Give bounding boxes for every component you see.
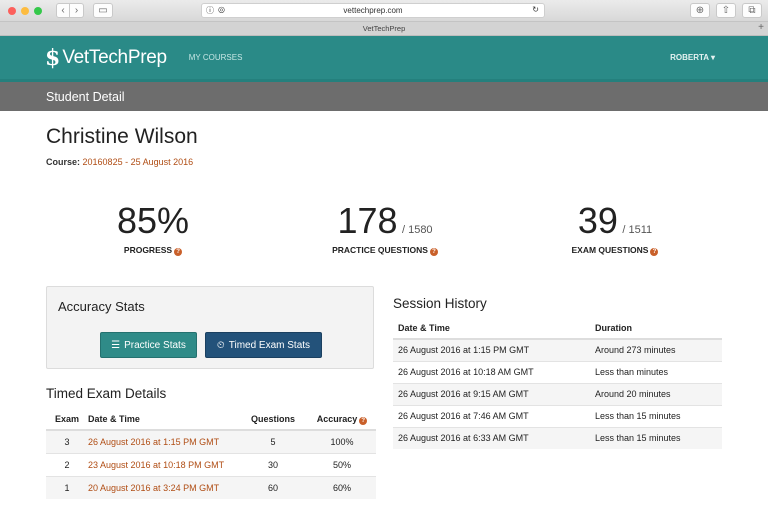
new-tab-icon[interactable]: + [758,22,764,33]
timed-exam-stats-label: Timed Exam Stats [228,339,311,351]
timed-exam-title: Timed Exam Details [46,386,167,401]
exam-accuracy: 60% [308,475,376,499]
progress-stat: 85% PROGRESS? [78,200,228,256]
session-duration: Around 273 minutes [590,338,722,361]
reload-icon[interactable]: ↻ [532,5,539,14]
table-row: 1 20 August 2016 at 3:24 PM GMT 60 60% [46,475,376,499]
col-accuracy: Accuracy? [308,409,376,431]
col-date: Date & Time [88,409,238,431]
col-exam: Exam [46,409,88,431]
info-icon[interactable]: ⓘ [206,6,214,15]
exam-questions: 5 [238,429,308,453]
share-icon[interactable]: ⇧ [716,3,736,18]
table-row: 26 August 2016 at 10:18 AM GMT Less than… [393,360,722,383]
table-header-row: Exam Date & Time Questions Accuracy? [46,409,376,431]
tab-title[interactable]: VetTechPrep [362,24,406,33]
practice-label: PRACTICE QUESTIONS [332,245,428,255]
site-logo[interactable]: $ VetTechPrep [45,45,167,71]
list-icon: ☰ [111,339,121,351]
back-icon[interactable]: ‹ [56,3,70,18]
exam-questions: 60 [238,475,308,499]
exam-questions: 30 [238,452,308,476]
session-duration: Less than minutes [590,360,722,383]
site-navbar: $ VetTechPrep MY COURSES ROBERTA ▾ [0,36,768,82]
progress-label: PROGRESS [123,245,173,255]
help-icon[interactable]: ? [429,248,438,256]
zoom-window-button[interactable] [34,6,42,15]
help-icon[interactable]: ? [359,416,368,425]
exam-accuracy: 50% [308,452,376,476]
session-duration: Less than 15 minutes [590,426,722,449]
clock-icon: ⏲ [216,339,225,351]
timed-exam-table: Exam Date & Time Questions Accuracy? 3 2… [46,409,376,499]
exam-number: 1 [46,475,88,499]
window-controls [8,6,42,15]
session-duration: Around 20 minutes [590,382,722,405]
tabs-icon[interactable]: ⧉ [742,3,762,18]
exam-total: / 1511 [622,224,653,236]
session-date: 26 August 2016 at 10:18 AM GMT [393,360,590,383]
col-questions: Questions [238,409,308,431]
table-header-row: Date & Time Duration [393,317,722,340]
downloads-icon[interactable]: ⊕ [690,3,710,18]
session-date: 26 August 2016 at 9:15 AM GMT [393,382,590,405]
tab-bar: VetTechPrep + [0,22,768,36]
exam-date-link[interactable]: 23 August 2016 at 10:18 PM GMT [88,452,238,476]
exam-accuracy: 100% [308,429,376,453]
logo-icon: $ [45,44,61,71]
logo-text: VetTechPrep [62,46,167,68]
session-date: 26 August 2016 at 7:46 AM GMT [393,404,590,427]
practice-value: 178 [337,200,398,241]
session-date: 26 August 2016 at 1:15 PM GMT [393,338,590,361]
table-row: 26 August 2016 at 7:46 AM GMT Less than … [393,404,722,427]
exam-value: 39 [577,200,618,241]
course-label: Course: [46,157,81,167]
col-accuracy-label: Accuracy [316,413,358,424]
practice-total: / 1580 [401,224,433,236]
student-detail: Christine Wilson Course: 20160825 - 25 A… [0,125,768,167]
exam-date-link[interactable]: 20 August 2016 at 3:24 PM GMT [88,475,238,499]
close-window-button[interactable] [8,6,16,15]
url-text: vettechprep.com [343,6,403,15]
col-session-date: Date & Time [393,317,590,340]
accuracy-title: Accuracy Stats [58,299,145,314]
exam-number: 2 [46,452,88,476]
session-history-table: Date & Time Duration 26 August 2016 at 1… [393,317,722,449]
nav-my-courses[interactable]: MY COURSES [188,53,243,62]
exam-date-link[interactable]: 26 August 2016 at 1:15 PM GMT [88,429,238,453]
table-row: 26 August 2016 at 6:33 AM GMT Less than … [393,426,722,449]
minimize-window-button[interactable] [21,6,29,15]
table-row: 3 26 August 2016 at 1:15 PM GMT 5 100% [46,429,376,453]
exam-number: 3 [46,429,88,453]
accuracy-stats-panel: Accuracy Stats ☰ Practice Stats ⏲ Timed … [46,286,374,369]
practice-stats-button[interactable]: ☰ Practice Stats [100,332,197,358]
practice-questions-stat: 178 / 1580 PRACTICE QUESTIONS? [305,200,465,256]
address-bar[interactable]: ⓘ ◎ vettechprep.com ↻ [201,3,545,18]
help-icon[interactable]: ? [174,248,183,256]
page-title: Student Detail [46,89,125,104]
course-info: Course: 20160825 - 25 August 2016 [46,157,768,167]
exam-questions-stat: 39 / 1511 EXAM QUESTIONS? [540,200,690,256]
col-duration: Duration [590,317,722,340]
privacy-icon[interactable]: ◎ [218,5,225,14]
timed-exam-stats-button[interactable]: ⏲ Timed Exam Stats [205,332,322,358]
table-row: 2 23 August 2016 at 10:18 PM GMT 30 50% [46,452,376,476]
exam-label: EXAM QUESTIONS [571,245,649,255]
browser-toolbar: ‹ › ▭ ⓘ ◎ vettechprep.com ↻ ⊕ ⇧ ⧉ [0,0,768,22]
practice-stats-label: Practice Stats [124,339,186,351]
progress-value: 85% [116,200,190,241]
user-menu[interactable]: ROBERTA ▾ [670,53,715,62]
student-name: Christine Wilson [46,125,198,148]
table-row: 26 August 2016 at 9:15 AM GMT Around 20 … [393,382,722,405]
sidebar-icon[interactable]: ▭ [93,3,113,18]
table-row: 26 August 2016 at 1:15 PM GMT Around 273… [393,338,722,361]
session-history-title: Session History [393,296,487,311]
session-date: 26 August 2016 at 6:33 AM GMT [393,426,590,449]
course-link[interactable]: 20160825 - 25 August 2016 [82,157,194,167]
forward-icon[interactable]: › [70,3,84,18]
page-header: Student Detail [0,82,768,111]
help-icon[interactable]: ? [650,248,659,256]
session-duration: Less than 15 minutes [590,404,722,427]
